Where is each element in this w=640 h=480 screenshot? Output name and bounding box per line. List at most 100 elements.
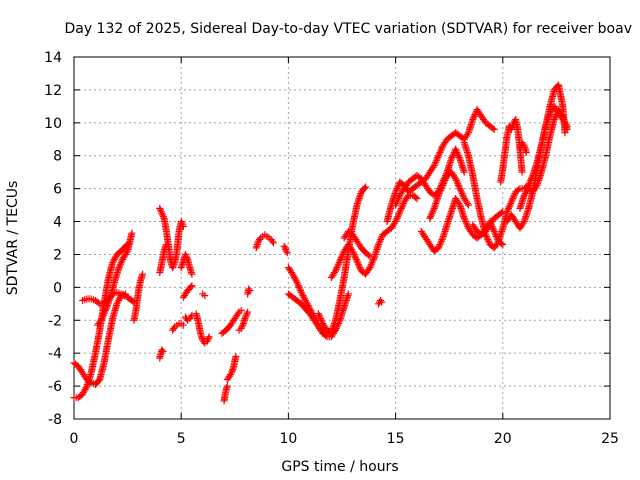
data-point [116, 262, 124, 270]
data-point [437, 237, 445, 245]
data-point [354, 259, 362, 267]
data-point [181, 250, 189, 258]
data-point [392, 199, 400, 207]
data-point [428, 209, 436, 217]
data-point [79, 390, 87, 398]
data-point [335, 318, 343, 326]
data-point [532, 183, 540, 191]
data-point [98, 315, 106, 323]
data-point [437, 186, 445, 194]
data-point [505, 203, 513, 211]
data-point [80, 387, 88, 395]
data-point [499, 208, 507, 216]
data-point [187, 283, 195, 291]
data-point [434, 153, 442, 161]
data-point [156, 204, 164, 212]
data-point [432, 158, 440, 166]
data-point [452, 147, 460, 155]
series-arc-34 [497, 116, 526, 186]
data-point [81, 385, 89, 393]
data-point [179, 222, 187, 230]
series-arc-25 [327, 191, 421, 281]
series-arc-11 [179, 282, 196, 301]
data-point [470, 112, 478, 120]
data-point [434, 191, 442, 199]
data-point [438, 183, 446, 191]
data-point [508, 196, 516, 204]
data-point [282, 247, 290, 255]
x-tick-label: 20 [494, 431, 512, 447]
data-point [550, 116, 558, 124]
data-point [552, 112, 560, 120]
data-point [103, 303, 111, 311]
data-point [461, 216, 469, 224]
data-point [269, 239, 277, 247]
x-ticks: 0 5 10 15 20 25 [70, 57, 619, 447]
data-point [462, 219, 470, 227]
data-point [519, 140, 527, 148]
data-point [437, 185, 445, 193]
plot-frame [73, 56, 611, 420]
data-point [158, 346, 166, 354]
data-point [332, 326, 340, 334]
data-point [104, 300, 112, 308]
data-point [317, 315, 325, 323]
data-point [332, 267, 340, 275]
data-point [296, 285, 304, 293]
data-point [159, 213, 167, 221]
data-point [361, 184, 369, 192]
series-arc-07 [156, 204, 187, 272]
data-point [454, 180, 462, 188]
data-point [485, 237, 493, 245]
y-tick-label: 8 [53, 149, 62, 165]
data-point [82, 384, 90, 392]
data-point [515, 186, 523, 194]
data-point [120, 292, 128, 300]
data-point [178, 219, 186, 227]
data-point [453, 148, 461, 156]
data-point [459, 191, 467, 199]
data-point [169, 262, 177, 270]
data-point [280, 242, 288, 250]
series-arc-08 [156, 241, 170, 277]
data-point [447, 155, 455, 163]
data-point [119, 291, 127, 299]
data-point [110, 255, 118, 263]
series-arc-26 [340, 227, 374, 260]
data-point [367, 262, 375, 270]
data-point [103, 301, 111, 309]
data-point [510, 191, 518, 199]
data-point [399, 201, 407, 209]
data-point [239, 321, 247, 329]
data-point [99, 313, 107, 321]
data-point [79, 389, 87, 397]
data-point [102, 305, 110, 313]
data-point [366, 252, 374, 260]
y-tick-label: 2 [53, 247, 62, 263]
data-point [364, 251, 372, 259]
data-point [430, 162, 438, 170]
data-point [563, 125, 571, 133]
y-tick-label: 12 [44, 83, 62, 99]
data-point [394, 211, 402, 219]
data-point [435, 190, 443, 198]
data-point [392, 201, 400, 209]
data-point [490, 227, 498, 235]
data-point [499, 241, 507, 249]
data-point [355, 262, 363, 270]
series-arc-06 [156, 346, 167, 362]
data-point [435, 150, 443, 158]
series-arc-33 [469, 208, 507, 239]
data-point [100, 310, 108, 318]
data-point [429, 208, 437, 216]
data-point [439, 180, 447, 188]
data-point [454, 181, 462, 189]
data-point [497, 209, 505, 217]
data-point [353, 257, 361, 265]
data-point [297, 288, 305, 296]
data-point [394, 213, 402, 221]
data-point [243, 310, 251, 318]
data-point [201, 292, 209, 300]
data-point [129, 297, 137, 305]
